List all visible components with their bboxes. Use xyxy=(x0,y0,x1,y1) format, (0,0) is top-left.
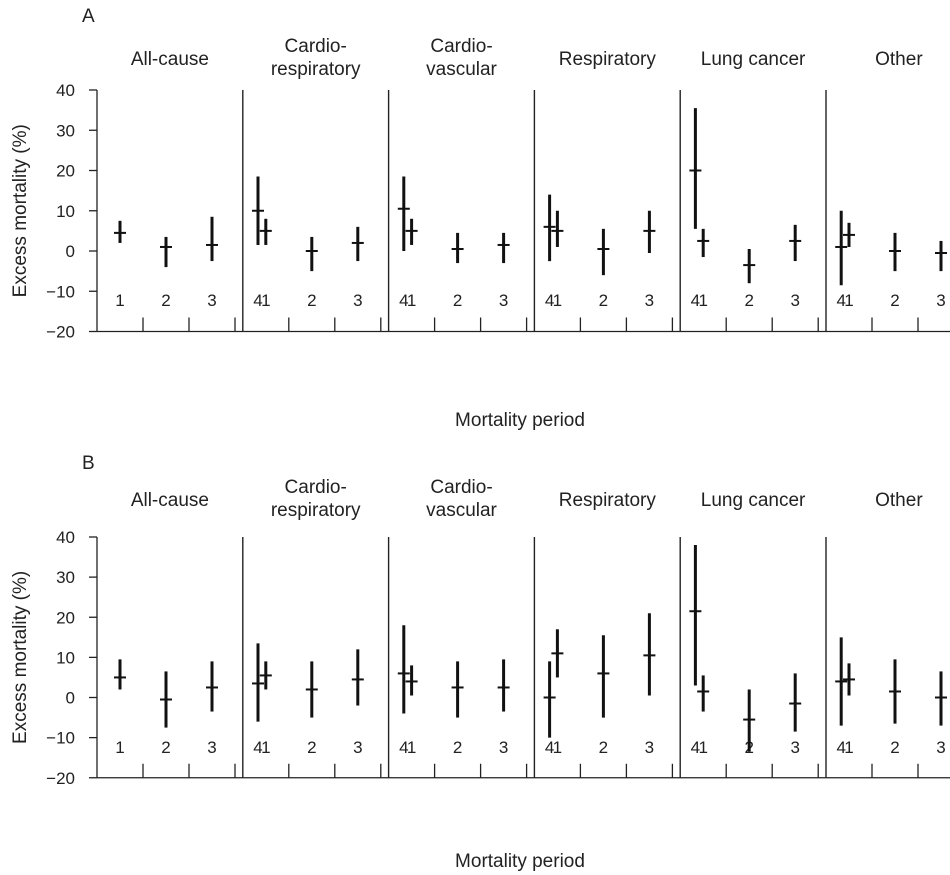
x-tick-label: 4 xyxy=(253,291,262,310)
x-tick-label: 3 xyxy=(499,291,508,310)
x-tick-label: 3 xyxy=(936,291,945,310)
x-tick-label: 3 xyxy=(645,291,654,310)
x-axis-title: Mortality period xyxy=(455,410,585,431)
x-axis-title: Mortality period xyxy=(455,851,585,872)
x-tick-label: 2 xyxy=(307,291,316,310)
category-label: All-cause xyxy=(131,49,209,70)
x-tick-label: 3 xyxy=(207,738,216,757)
y-axis-title: Excess mortality (%) xyxy=(10,124,31,297)
category-label: Respiratory xyxy=(559,49,657,70)
x-tick-label: 2 xyxy=(890,291,899,310)
x-tick-label: 1 xyxy=(844,291,853,310)
category-label: Other xyxy=(875,49,923,70)
x-tick-label: 2 xyxy=(599,291,608,310)
category-label: Respiratory xyxy=(559,490,657,511)
x-tick-label: 4 xyxy=(691,738,700,757)
x-tick-label: 3 xyxy=(645,738,654,757)
y-tick-label: 40 xyxy=(56,81,75,100)
category-label: Cardio- xyxy=(285,36,347,57)
category-label: All-cause xyxy=(131,490,209,511)
x-tick-label: 3 xyxy=(207,291,216,310)
y-tick-label: 10 xyxy=(56,648,75,667)
x-tick-label: 4 xyxy=(545,738,554,757)
x-tick-label: 2 xyxy=(161,291,170,310)
category-label: vascular xyxy=(426,500,497,521)
x-tick-label: 3 xyxy=(790,738,799,757)
panel-label: B xyxy=(82,453,95,474)
x-tick-label: 4 xyxy=(253,738,262,757)
x-tick-label: 1 xyxy=(261,738,270,757)
x-tick-label: 1 xyxy=(115,738,124,757)
y-tick-label: 0 xyxy=(66,242,75,261)
category-label: respiratory xyxy=(271,59,361,80)
panel-label: A xyxy=(82,6,95,27)
y-tick-label: 40 xyxy=(56,528,75,547)
y-tick-label: 0 xyxy=(66,689,75,708)
x-tick-label: 1 xyxy=(115,291,124,310)
category-label: Cardio- xyxy=(285,477,347,498)
x-tick-label: 1 xyxy=(261,291,270,310)
x-tick-label: 2 xyxy=(161,738,170,757)
y-axis-title: Excess mortality (%) xyxy=(10,571,31,744)
x-tick-label: 2 xyxy=(599,738,608,757)
x-tick-label: 1 xyxy=(698,738,707,757)
category-label: Lung cancer xyxy=(701,49,806,70)
y-tick-label: 30 xyxy=(56,568,75,587)
x-tick-label: 4 xyxy=(545,291,554,310)
x-tick-label: 4 xyxy=(399,738,408,757)
x-tick-label: 1 xyxy=(553,291,562,310)
x-tick-label: 3 xyxy=(499,738,508,757)
y-tick-label: −10 xyxy=(46,282,75,301)
x-tick-label: 1 xyxy=(407,738,416,757)
x-tick-label: 1 xyxy=(844,738,853,757)
category-label: Cardio- xyxy=(430,477,492,498)
category-label: Cardio- xyxy=(430,36,492,57)
x-tick-label: 3 xyxy=(936,738,945,757)
category-label: respiratory xyxy=(271,500,361,521)
y-tick-label: 20 xyxy=(56,608,75,627)
x-tick-label: 2 xyxy=(744,291,753,310)
x-tick-label: 1 xyxy=(407,291,416,310)
category-label: Other xyxy=(875,490,923,511)
y-tick-label: 30 xyxy=(56,121,75,140)
x-tick-label: 1 xyxy=(553,738,562,757)
x-tick-label: 3 xyxy=(353,738,362,757)
x-tick-label: 2 xyxy=(890,738,899,757)
x-tick-label: 2 xyxy=(453,291,462,310)
category-label: vascular xyxy=(426,59,497,80)
y-tick-label: −20 xyxy=(46,323,75,342)
y-tick-label: 20 xyxy=(56,162,75,181)
x-tick-label: 2 xyxy=(453,738,462,757)
x-tick-label: 3 xyxy=(790,291,799,310)
y-tick-label: −10 xyxy=(46,729,75,748)
x-tick-label: 2 xyxy=(307,738,316,757)
y-tick-label: −20 xyxy=(46,769,75,788)
x-tick-label: 1 xyxy=(698,291,707,310)
x-tick-label: 4 xyxy=(836,291,845,310)
y-tick-label: 10 xyxy=(56,202,75,221)
category-label: Lung cancer xyxy=(701,490,806,511)
x-tick-label: 4 xyxy=(836,738,845,757)
x-tick-label: 4 xyxy=(399,291,408,310)
x-tick-label: 3 xyxy=(353,291,362,310)
x-tick-label: 4 xyxy=(691,291,700,310)
